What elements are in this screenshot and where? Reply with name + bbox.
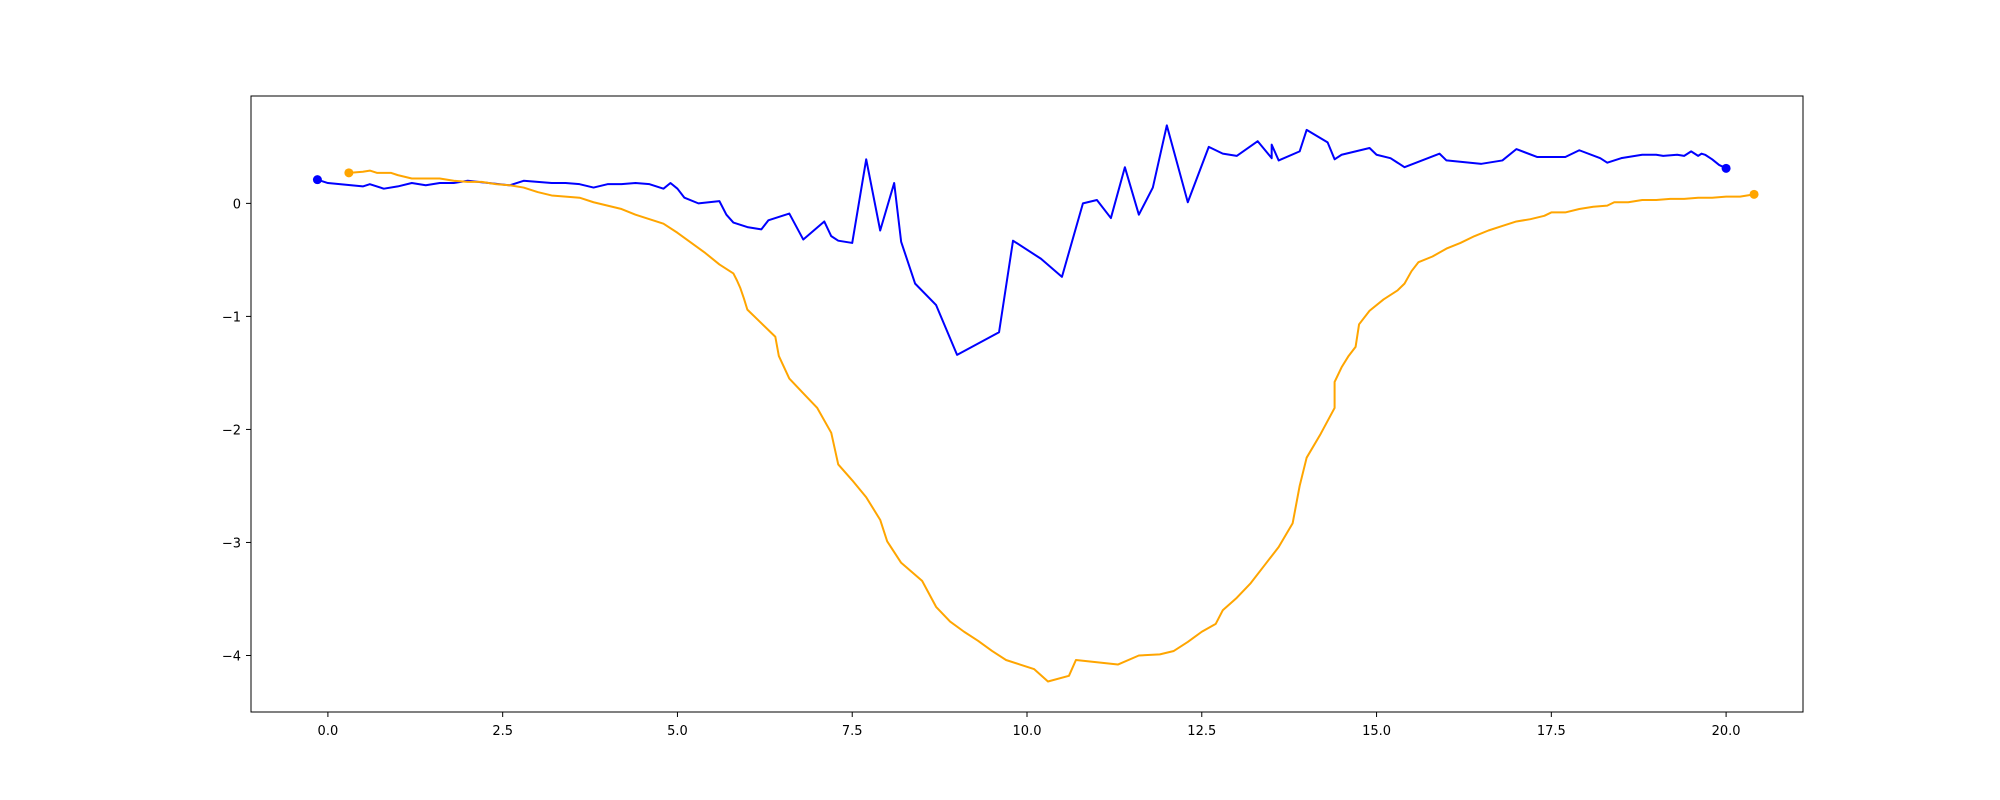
x-tick-label: 17.5 xyxy=(1537,724,1566,739)
x-axis: 0.0 2.5 5.0 7.5 10.0 12.5 15.0 17.5 20.0 xyxy=(318,712,1741,739)
x-tick-label: 7.5 xyxy=(842,724,863,739)
x-tick-label: 15.0 xyxy=(1362,724,1391,739)
series-1-end-marker xyxy=(1721,163,1731,173)
y-axis: 0 −1 −2 −3 −4 xyxy=(222,197,251,664)
series-2-start-marker xyxy=(344,168,354,178)
series-2-end-marker xyxy=(1749,189,1759,199)
x-tick-label: 5.0 xyxy=(667,724,688,739)
series-1-line xyxy=(317,124,1727,356)
y-tick-label: −2 xyxy=(222,423,241,438)
x-tick-label: 12.5 xyxy=(1187,724,1216,739)
y-tick-label: −3 xyxy=(222,536,241,551)
series-1-start-marker xyxy=(312,175,322,185)
y-tick-label: −1 xyxy=(222,310,241,325)
x-tick-label: 20.0 xyxy=(1712,724,1741,739)
axes-frame xyxy=(250,95,1804,713)
x-tick-label: 10.0 xyxy=(1013,724,1042,739)
y-tick-label: 0 xyxy=(233,197,241,212)
y-tick-label: −4 xyxy=(222,649,241,664)
x-tick-label: 2.5 xyxy=(492,724,513,739)
x-tick-label: 0.0 xyxy=(318,724,339,739)
series-layer xyxy=(312,124,1759,683)
series-2-line xyxy=(348,169,1755,683)
